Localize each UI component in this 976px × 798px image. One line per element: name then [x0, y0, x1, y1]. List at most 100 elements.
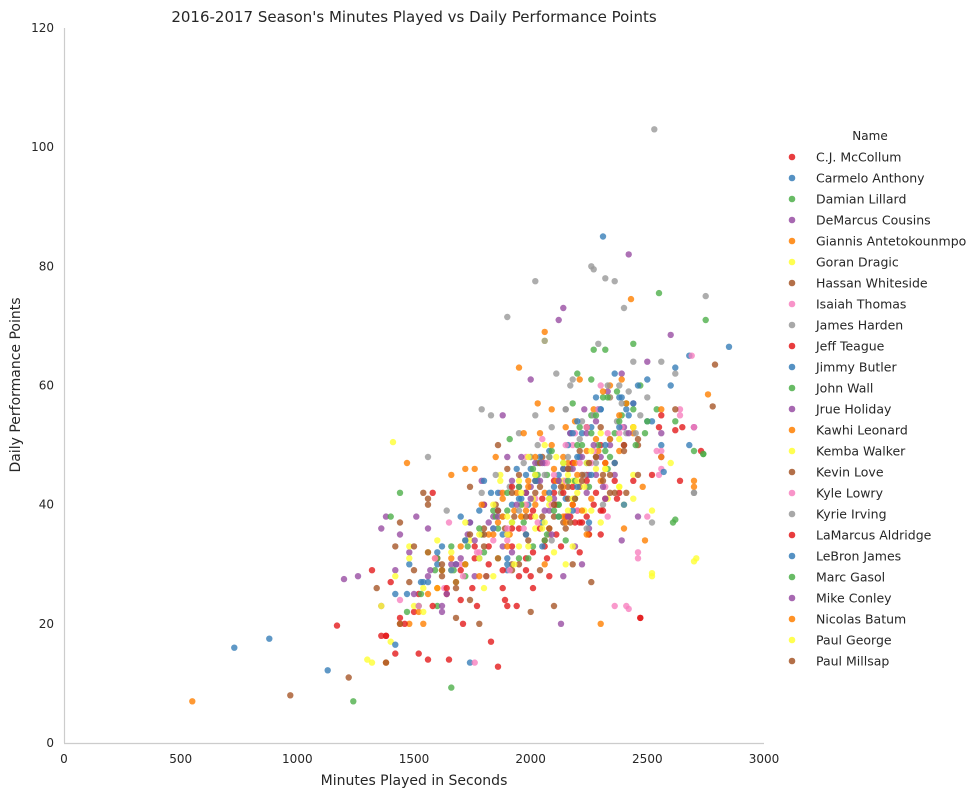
data-point [415, 608, 422, 616]
data-point [504, 313, 511, 321]
data-point [611, 471, 618, 479]
data-point [541, 337, 548, 344]
data-point [550, 602, 558, 610]
data-point [630, 358, 637, 365]
data-point [382, 513, 390, 520]
data-point [616, 382, 623, 389]
data-point [434, 549, 441, 556]
data-point [508, 501, 516, 508]
data-point [518, 501, 525, 508]
data-point [606, 441, 614, 449]
data-point [564, 477, 572, 484]
data-point [595, 447, 602, 455]
data-point [504, 537, 511, 544]
data-point [499, 584, 506, 592]
data-point [494, 525, 502, 532]
data-point [588, 578, 595, 586]
data-point [546, 489, 553, 496]
data-point [555, 477, 562, 484]
data-point [616, 489, 623, 496]
data-point [602, 346, 609, 353]
data-point [520, 519, 527, 526]
data-point [508, 543, 516, 550]
data-point [571, 495, 579, 502]
data-point [378, 525, 385, 532]
legend-marker [788, 657, 796, 665]
data-point [588, 376, 595, 383]
data-point [539, 459, 546, 467]
data-point [324, 667, 331, 674]
data-point [471, 465, 478, 473]
series-group [396, 361, 719, 610]
data-point [513, 602, 520, 610]
data-point [585, 519, 593, 526]
data-point [534, 441, 541, 449]
legend-label: Kevin Love [816, 465, 884, 480]
legend-label: DeMarcus Cousins [816, 213, 931, 228]
data-point [492, 471, 499, 479]
data-point [438, 561, 446, 568]
data-point [466, 659, 474, 666]
data-point [620, 501, 628, 508]
data-point [562, 406, 569, 413]
data-point [590, 346, 597, 353]
data-point [637, 614, 644, 622]
data-point [504, 507, 511, 514]
legend-label: Giannis Antetokounmpo [816, 234, 966, 249]
data-point [576, 435, 583, 443]
data-point [494, 555, 502, 562]
data-point [672, 427, 679, 434]
data-point [504, 453, 511, 461]
data-point [553, 370, 560, 377]
data-point [515, 430, 523, 437]
data-point [592, 435, 600, 443]
data-point [616, 483, 623, 490]
x-tick-label: 0 [60, 752, 68, 766]
data-point [625, 388, 632, 395]
series-group [287, 403, 716, 699]
data-point [546, 507, 553, 514]
data-point [438, 543, 446, 550]
data-point [494, 663, 502, 670]
data-point [443, 584, 450, 592]
data-point [532, 459, 539, 467]
legend-marker [788, 426, 796, 434]
data-point [555, 501, 562, 508]
data-point [396, 489, 404, 496]
data-point [611, 278, 618, 285]
data-point [597, 406, 604, 413]
x-axis-label: Minutes Played in Seconds [321, 773, 508, 789]
data-point [548, 447, 555, 455]
data-point [520, 430, 527, 437]
data-point [653, 406, 660, 413]
data-point [522, 471, 530, 479]
data-point [595, 441, 602, 449]
data-point [515, 471, 523, 479]
legend-label: Nicolas Batum [816, 612, 906, 627]
y-tick-labels: 0 20 40 60 80 100 120 [31, 21, 54, 750]
data-point [576, 376, 583, 383]
data-point [592, 465, 600, 473]
series-group [392, 376, 667, 648]
data-point [588, 430, 595, 437]
data-point [539, 525, 546, 532]
data-point [553, 453, 560, 461]
x-tick-label: 500 [169, 752, 192, 766]
data-point [562, 519, 569, 526]
data-point [585, 483, 593, 490]
data-point [515, 561, 523, 568]
data-point [611, 459, 618, 467]
data-point [499, 489, 506, 496]
data-point [578, 418, 586, 425]
legend-marker [788, 321, 796, 329]
data-point [480, 477, 488, 484]
data-point [590, 441, 597, 449]
data-point [539, 495, 546, 502]
legend-label: Kawhi Leonard [816, 423, 908, 438]
data-point [644, 394, 651, 401]
data-point [620, 441, 628, 449]
data-point [581, 406, 588, 413]
data-point [623, 406, 630, 413]
data-point [548, 424, 555, 431]
data-point [508, 489, 516, 496]
